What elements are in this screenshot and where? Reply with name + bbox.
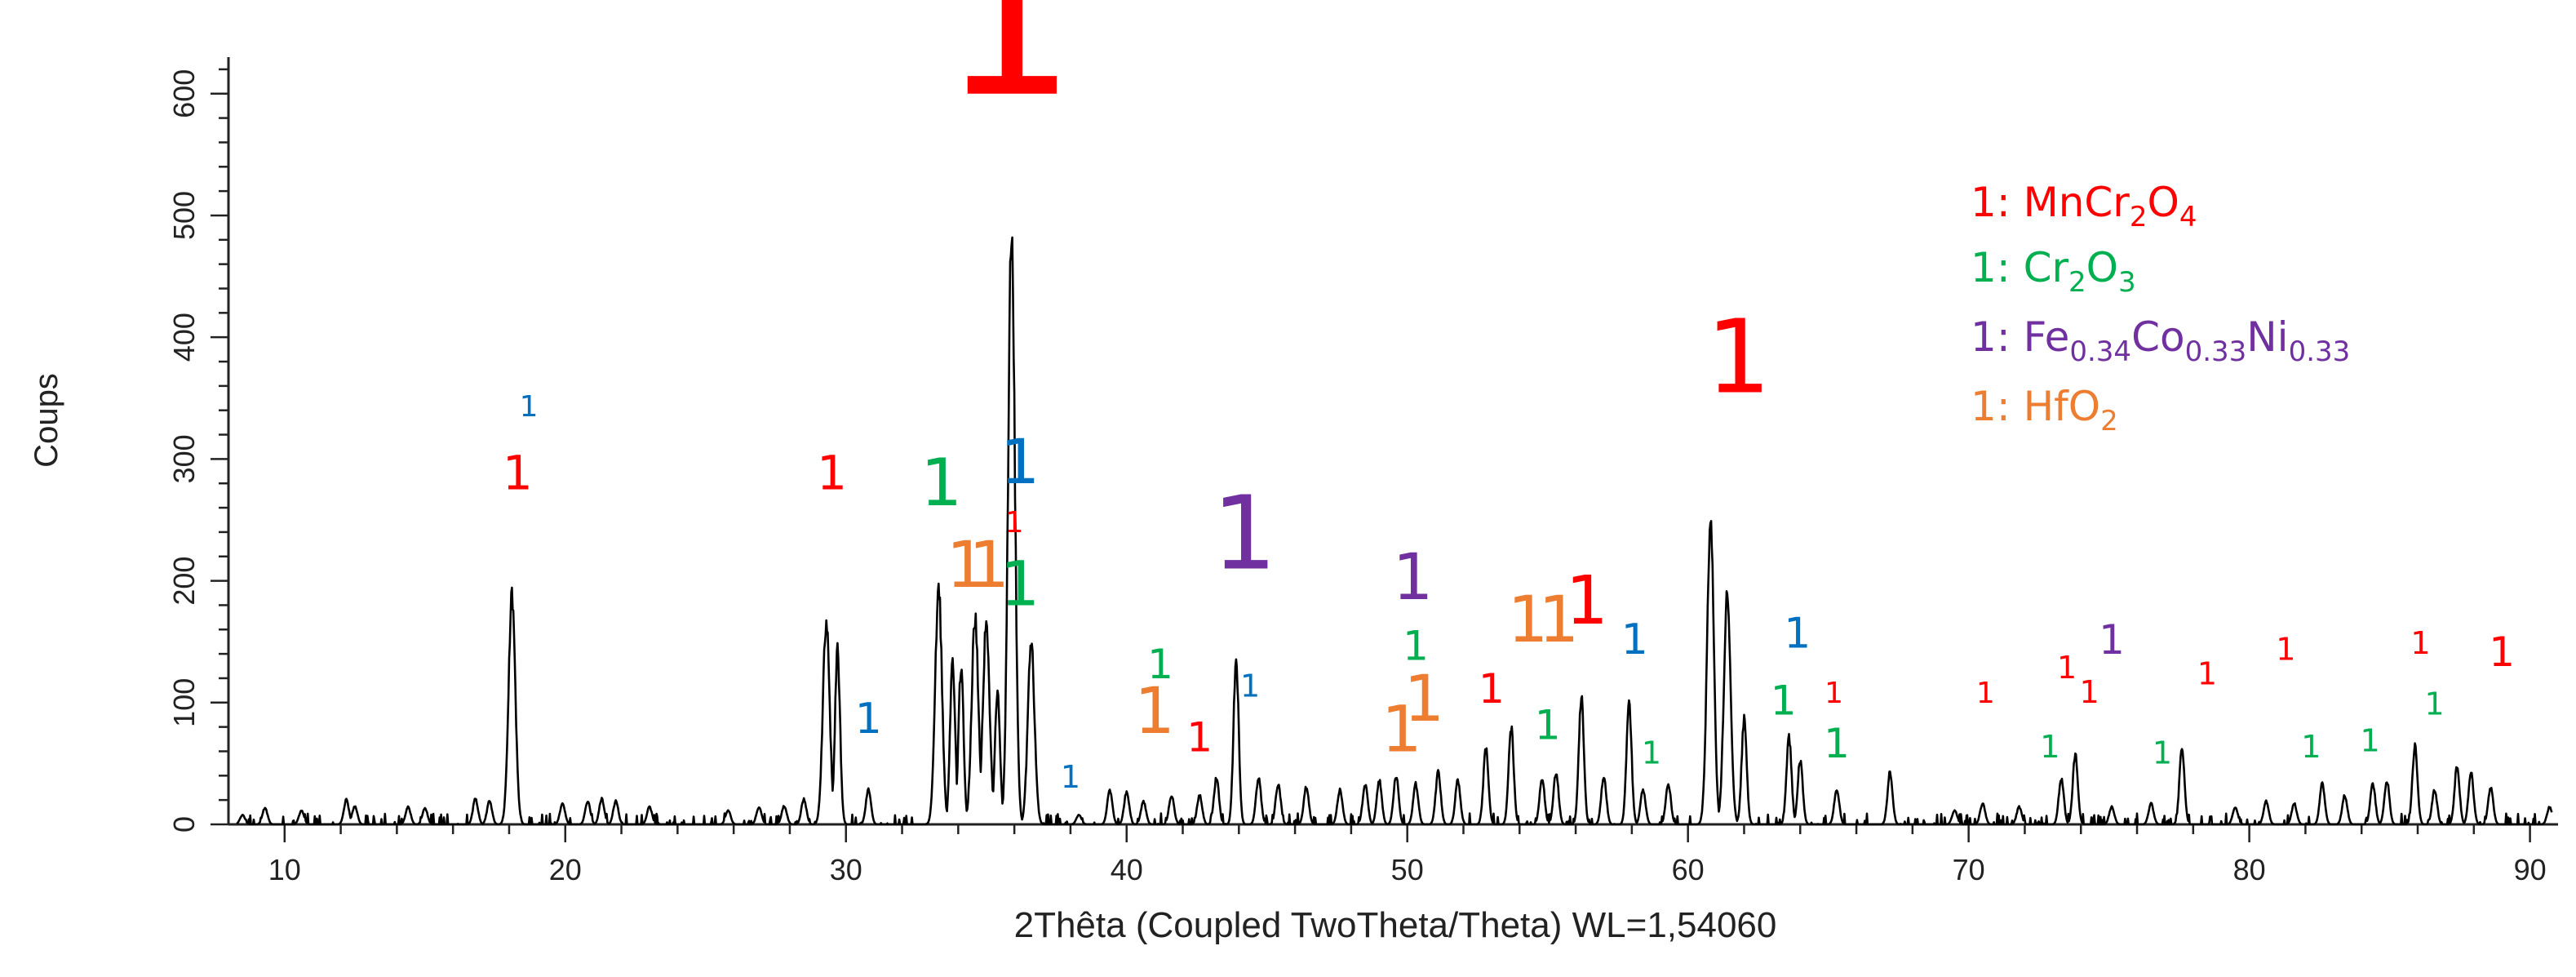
legend-formula-part: Co bbox=[2131, 313, 2185, 361]
legend-subscript: 0.33 bbox=[2185, 335, 2247, 368]
peak-label-cr2o3: 1 bbox=[1642, 735, 1661, 770]
legend-colon: : bbox=[1997, 383, 2024, 430]
x-tick-label: 30 bbox=[830, 853, 862, 886]
peak-label-mncr2o4: 1 bbox=[817, 446, 847, 501]
tick-labels: 10 20 30 40 50 60 70 80 90 0 100 200 300 400 500 600 bbox=[167, 69, 2547, 886]
peak-label-cr2o3: 1 bbox=[1000, 547, 1040, 620]
peak-label-cr2o3: 1 bbox=[1147, 641, 1173, 688]
y-tick-label: 200 bbox=[167, 557, 201, 606]
legend-subscript: 0.34 bbox=[2069, 335, 2131, 368]
xrd-trace bbox=[236, 236, 2553, 826]
peak-label-unlabeled: 1 bbox=[855, 695, 882, 744]
y-axis-title: Coups bbox=[29, 373, 64, 468]
x-tick-label: 10 bbox=[268, 853, 301, 886]
peak-label-hfo2: 1 bbox=[1539, 584, 1580, 657]
y-tick-label: 500 bbox=[167, 191, 201, 240]
peak-label-hfo2: 1 bbox=[947, 529, 987, 602]
peak-label-mncr2o4: 1 bbox=[1186, 713, 1213, 761]
legend-colon: : bbox=[1997, 313, 2024, 361]
peak-label-hfo2: 1 bbox=[1381, 693, 1422, 766]
peak-label-mncr2o4: 1 bbox=[1824, 677, 1843, 710]
legend-formula-part: Fe bbox=[2024, 313, 2070, 361]
peak-label-mncr2o4: 1 bbox=[1566, 562, 1608, 640]
x-tick-label: 40 bbox=[1111, 853, 1143, 886]
legend-entry: 1: Fe0.34Co0.33Ni0.33 bbox=[1971, 313, 2350, 368]
legend-entry: 1: MnCr2O4 bbox=[1971, 179, 2197, 233]
peak-label-hfo2: 1 bbox=[1404, 663, 1445, 736]
legend-formula-part: O bbox=[2148, 179, 2179, 226]
peak-label-cr2o3: 1 bbox=[2040, 729, 2059, 765]
peak-label-cr2o3: 1 bbox=[920, 445, 962, 521]
legend-formula-part: MnCr bbox=[2024, 179, 2130, 226]
peak-label-cr2o3: 1 bbox=[1824, 720, 1850, 767]
peak-label-cr2o3: 1 bbox=[2425, 686, 2445, 722]
peak-label-cr2o3: 1 bbox=[2360, 722, 2379, 758]
peak-label-mncr2o4: 1 bbox=[2410, 625, 2430, 661]
legend-subscript: 2 bbox=[2100, 405, 2118, 437]
y-tick-label: 0 bbox=[167, 816, 201, 833]
peak-label-mncr2o4: 1 bbox=[1706, 298, 1771, 416]
peak-label-mncr2o4: 1 bbox=[2489, 628, 2515, 676]
legend-marker: 1 bbox=[1971, 244, 1997, 291]
legend-colon: : bbox=[1997, 179, 2024, 226]
x-axis-title: 2Thêta (Coupled TwoTheta/Theta) WL=1,540… bbox=[1014, 905, 1777, 945]
legend-subscript: 3 bbox=[2118, 266, 2136, 299]
peak-label-unlabeled: 1 bbox=[1061, 759, 1080, 795]
peak-label-mncr2o4: 1 bbox=[2079, 674, 2099, 710]
x-tick-label: 60 bbox=[1672, 853, 1705, 886]
peak-label-feconi: 1 bbox=[1393, 541, 1434, 615]
peak-label-unlabeled: 1 bbox=[520, 390, 539, 424]
peak-label-hfo2: 1 bbox=[1134, 675, 1175, 748]
peak-label-mncr2o4: 1 bbox=[1479, 665, 1505, 713]
x-tick-label: 50 bbox=[1391, 853, 1424, 886]
legend-formula-part: Ni bbox=[2246, 313, 2288, 361]
peak-label-hfo2: 1 bbox=[1508, 584, 1549, 657]
x-tick-label: 80 bbox=[2233, 853, 2266, 886]
peak-label-unlabeled: 1 bbox=[1240, 668, 1260, 704]
peak-label-cr2o3: 1 bbox=[1535, 702, 1561, 749]
peak-label-feconi: 1 bbox=[1212, 475, 1277, 593]
peak-label-mncr2o4: 1 bbox=[1005, 506, 1024, 540]
legend-subscript: 4 bbox=[2179, 201, 2197, 233]
legend-formula-part: HfO bbox=[2024, 383, 2101, 430]
x-tick-label: 90 bbox=[2514, 853, 2547, 886]
legend-colon: : bbox=[1997, 244, 2024, 291]
peak-label-cr2o3: 1 bbox=[2301, 729, 2321, 765]
peak-label-mncr2o4: 1 bbox=[503, 446, 533, 501]
y-tick-label: 100 bbox=[167, 678, 201, 727]
peak-label-unlabeled: 1 bbox=[1784, 610, 1811, 659]
ticks bbox=[211, 68, 2531, 842]
y-tick-label: 400 bbox=[167, 313, 201, 362]
legend-subscript: 2 bbox=[2130, 201, 2148, 233]
peak-label-mncr2o4: 1 bbox=[1976, 677, 1995, 710]
legend-marker: 1 bbox=[1971, 313, 1997, 361]
peak-label-mncr2o4: 1 bbox=[2276, 632, 2295, 668]
peak-label-cr2o3: 1 bbox=[2153, 735, 2172, 770]
legend-formula-part: O bbox=[2086, 244, 2118, 291]
peak-label-cr2o3: 1 bbox=[1403, 623, 1429, 670]
peak-label-mncr2o4: 1 bbox=[2057, 650, 2077, 686]
y-tick-label: 600 bbox=[167, 69, 201, 118]
peak-label-hfo2: 1 bbox=[969, 529, 1009, 602]
peak-label-unlabeled: 1 bbox=[1621, 615, 1648, 664]
x-tick-label: 70 bbox=[1953, 853, 1985, 886]
y-tick-label: 300 bbox=[167, 434, 201, 483]
peak-label-mncr2o4: 1 bbox=[2197, 655, 2217, 691]
peak-label-unlabeled: 1 bbox=[1000, 425, 1040, 498]
peak-label-mncr2o4: 1 bbox=[942, 0, 1076, 144]
legend-marker: 1 bbox=[1971, 383, 1997, 430]
legend-subscript: 2 bbox=[2068, 266, 2086, 299]
legend-formula-part: Cr bbox=[2024, 244, 2069, 291]
legend-marker: 1 bbox=[1971, 179, 1997, 226]
x-tick-label: 20 bbox=[549, 853, 582, 886]
legend-subscript: 0.33 bbox=[2289, 335, 2351, 368]
peak-label-cr2o3: 1 bbox=[1771, 677, 1797, 725]
legend-entry: 1: HfO2 bbox=[1971, 383, 2118, 437]
peak-label-feconi: 1 bbox=[2099, 616, 2125, 664]
legend-entry: 1: Cr2O3 bbox=[1971, 244, 2136, 299]
